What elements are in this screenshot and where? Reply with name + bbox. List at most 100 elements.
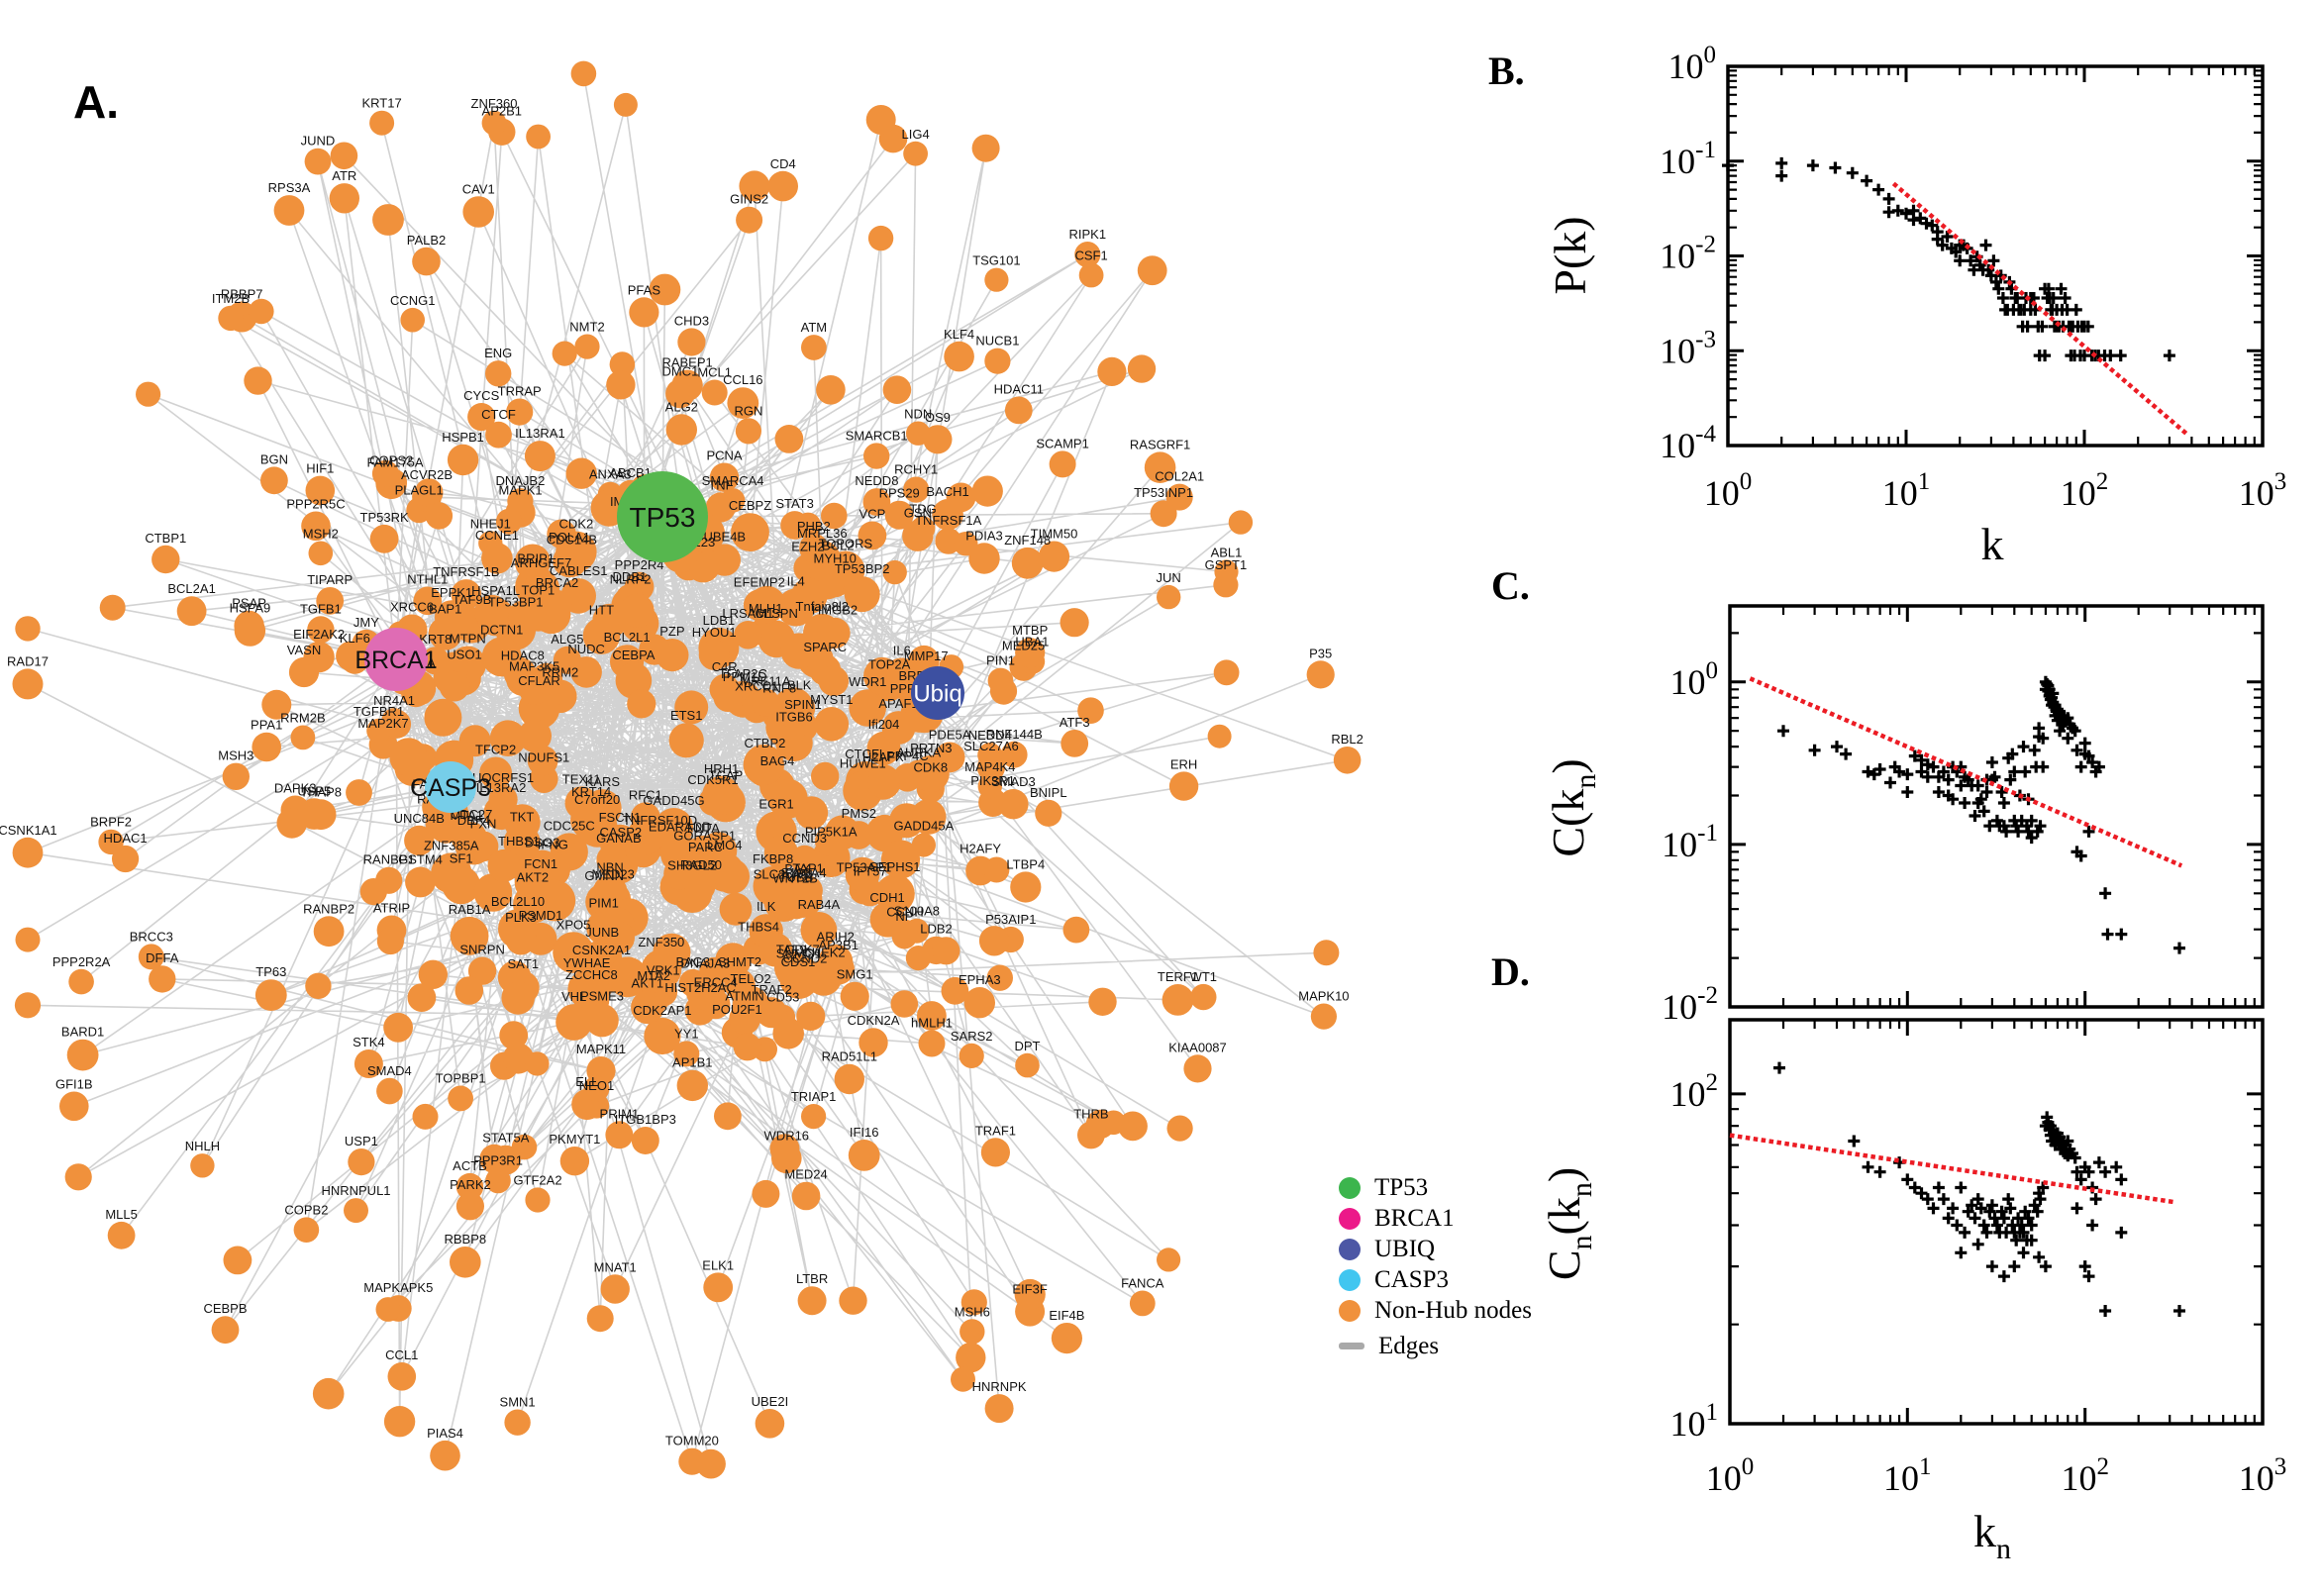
network-node-label: THBS1: [498, 834, 540, 848]
network-node-label: C7orf20: [574, 792, 620, 807]
network-node: [534, 879, 576, 922]
network-node-label: TIMM50: [1031, 526, 1078, 541]
network-node: [570, 60, 597, 87]
network-node-label: TOP1: [522, 582, 556, 597]
network-node-label: MNAT1: [594, 1259, 637, 1274]
network-node: [1051, 1323, 1082, 1354]
y-tick-label-C: 10-1: [1662, 820, 1718, 864]
network-node-label: NUDC: [567, 642, 605, 656]
network-node: [649, 273, 681, 306]
network-node: [934, 742, 965, 773]
network-node-label: RFC1: [629, 787, 662, 802]
network-node-label: KIAA0087: [1168, 1040, 1227, 1054]
network-node: [329, 183, 359, 214]
network-node: [1060, 608, 1089, 638]
network-node-label: TOPBP1: [436, 1071, 486, 1086]
network-node-label: PPP3R1: [473, 1153, 523, 1168]
network-node: [526, 124, 551, 150]
network-node-label: CCND2: [783, 951, 828, 966]
network-node: [511, 1134, 538, 1160]
network-node-label: STK4: [353, 1035, 385, 1049]
network-node: [434, 600, 469, 635]
network-node: [354, 1049, 383, 1078]
network-node: [1228, 510, 1254, 535]
plot-box-D: [1728, 1018, 2265, 1426]
network-node-label: TP63: [255, 964, 286, 979]
network-node-label: MTBP: [1012, 623, 1048, 638]
network-node-label: CEBPA: [612, 648, 655, 662]
network-node: [249, 298, 274, 325]
network-node-label: PLAGL1: [395, 482, 444, 497]
network-node-label: SMG1: [837, 967, 873, 982]
network-node: [963, 987, 995, 1019]
network-node: [389, 738, 428, 776]
network-node-label: ALG5: [551, 632, 583, 647]
network-node-label: NTHL1: [407, 572, 448, 587]
node-swatch-icon: [1339, 1238, 1361, 1260]
network-node-label: NHLH: [185, 1139, 220, 1153]
network-node-label: NDUFS1: [518, 749, 569, 764]
network-node: [980, 1138, 1011, 1167]
network-node: [932, 937, 960, 965]
network-node-label: RAD51L1: [822, 1049, 877, 1064]
network-node-label: TP53BP2: [835, 561, 890, 576]
network-node: [418, 959, 448, 989]
network-node: [450, 916, 489, 955]
x-tick-label-B: 103: [2239, 468, 2287, 513]
network-node: [903, 141, 928, 166]
network-node: [705, 492, 737, 523]
network-node-label: CDC14B: [547, 533, 597, 548]
network-node-label: IL13RA1: [515, 426, 565, 441]
network-node: [629, 297, 659, 328]
network-node: [1313, 940, 1340, 966]
y-tick-label-D: 102: [1670, 1069, 1719, 1114]
network-node-label: BRCC3: [130, 930, 173, 945]
network-node-label: ARHGEF7: [511, 555, 571, 570]
minor-ticks-C: [1730, 606, 2263, 1007]
y-axis-title-B: P(k): [1545, 216, 1595, 294]
network-node: [508, 600, 539, 631]
network-node-label: ELK1: [702, 1257, 734, 1272]
legend-label: TP53: [1374, 1173, 1429, 1201]
network-node-label: ILK: [757, 899, 776, 914]
network-node-label: MSH3: [218, 748, 253, 763]
network-node-label: MTPN: [450, 632, 486, 647]
network-node-label: WDR16: [764, 1129, 810, 1144]
network-node: [791, 1181, 821, 1211]
network-node: [149, 965, 176, 993]
network-node-label: RAB4A: [798, 897, 841, 912]
network-node-label: TDG: [909, 501, 936, 516]
network-node: [1168, 771, 1199, 801]
network-node: [727, 387, 759, 419]
network-node: [376, 927, 404, 955]
panel-c-label: C.: [1491, 563, 1530, 608]
network-node-label: CSNK1A1: [0, 823, 57, 838]
network-node-label: MED24: [784, 1167, 827, 1182]
network-node-label: ITM2B: [212, 291, 250, 306]
network-node-label: MRPL36: [797, 526, 848, 541]
network-node-label: MCL1: [697, 365, 732, 380]
network-node-label: XRCC1: [735, 678, 778, 693]
network-node-label: TELO2: [731, 971, 771, 986]
network-node: [592, 603, 628, 639]
network-node-label: RAD17: [7, 653, 49, 668]
charts-panel: 100 101 102 10310010-110-210-310-4kP(k)1001…: [1539, 42, 2287, 1565]
network-node-label: PIN1: [986, 653, 1015, 668]
network-node-label: hMLH1: [911, 1016, 953, 1031]
network-node: [473, 873, 513, 912]
network-node: [696, 1448, 726, 1479]
network-node: [756, 997, 787, 1029]
network-node-label: BGN: [260, 451, 288, 466]
network-node-label: NUCB1: [975, 334, 1019, 349]
network-node-label: CDS1: [781, 954, 816, 969]
network-node: [944, 341, 974, 372]
network-node-label: ERCC4: [694, 975, 738, 990]
non-hub-node-labels: TP53RK KIAA0087 THAP8 CDC14B DSG3 NTHL1 CEBPZ V…: [0, 96, 1364, 1448]
network-node-label: P35: [1309, 646, 1332, 660]
network-node-label: EPPK1: [431, 585, 472, 600]
network-node: [796, 1001, 826, 1031]
panel-a-label: A.: [73, 76, 119, 128]
network-node-label: DNAJA3: [680, 956, 730, 971]
network-node-label: IL13RA2: [476, 780, 527, 795]
network-node: [801, 1104, 827, 1130]
